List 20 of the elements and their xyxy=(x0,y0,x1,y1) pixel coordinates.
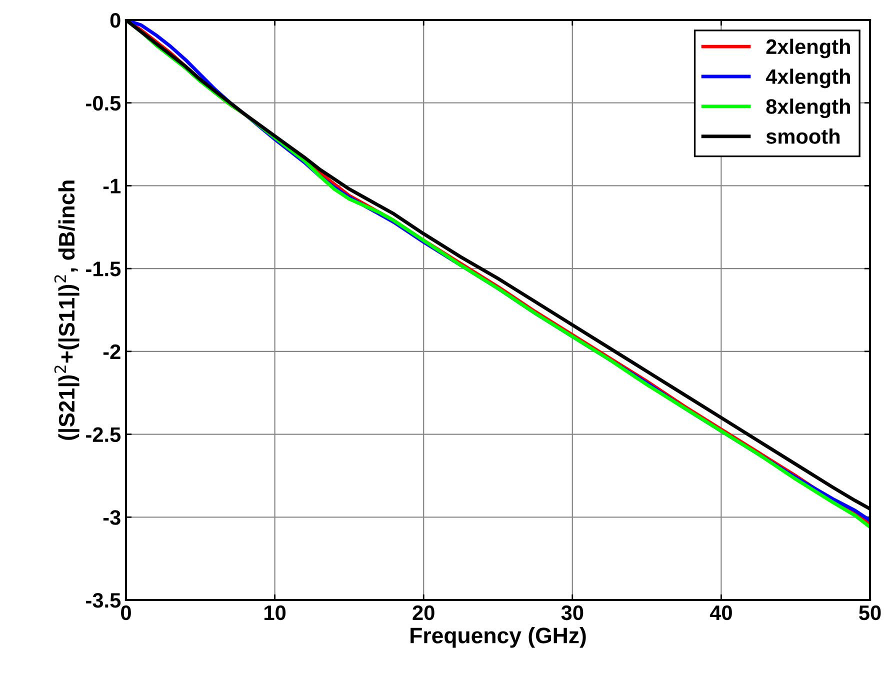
y-axis-title: (|S21|)$^{2}$+(|S11|)$^{2}$, dB/inch xyxy=(54,180,80,440)
x-tick-label: 50 xyxy=(859,605,881,620)
x-tick-label: 10 xyxy=(264,605,286,620)
x-tick-label: 40 xyxy=(710,605,732,620)
x-tick-label: 20 xyxy=(412,605,434,620)
y-tick-label: 0 xyxy=(110,13,120,28)
y-tick-label: -2 xyxy=(103,344,120,359)
x-tick-label: 30 xyxy=(561,605,584,620)
x-tick-label: 0 xyxy=(121,605,131,620)
y-tick-label: -0.5 xyxy=(86,96,121,111)
legend-label: 4xlength xyxy=(766,68,850,88)
y-tick-label: -3.5 xyxy=(86,593,121,608)
y-tick-label: -2.5 xyxy=(86,427,121,442)
legend-label: 2xlength xyxy=(766,38,850,58)
y-tick-label: -1.5 xyxy=(86,262,121,276)
y-tick-label: -3 xyxy=(103,510,120,525)
legend-label: 8xlength xyxy=(766,98,850,118)
x-axis-title: Frequency (GHz) xyxy=(410,627,586,648)
y-tick-label: -1 xyxy=(103,178,121,194)
legend-label: smooth xyxy=(766,128,840,144)
